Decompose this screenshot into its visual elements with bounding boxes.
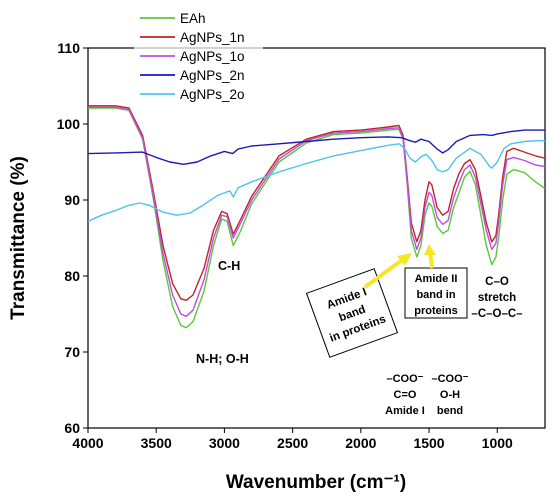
x-tick-label: 1000: [482, 435, 513, 451]
x-tick-label: 2500: [277, 435, 308, 451]
co-stretch-line-3: –C–O–C–: [471, 308, 523, 320]
legend-label: AgNPs_2n: [180, 68, 245, 83]
y-tick-label: 100: [57, 116, 81, 132]
co-stretch-line-2: stretch: [478, 292, 516, 304]
amide-ii-arrow-head: [424, 244, 436, 255]
x-tick-label: 1500: [413, 435, 444, 451]
annotations: N-H; O-H C-H Amide I band in proteins Am…: [196, 244, 523, 417]
coo-amide-i-line-3: Amide I: [385, 405, 425, 417]
y-tick-label: 60: [64, 420, 80, 436]
y-tick-label: 70: [64, 344, 80, 360]
coo-oh-bend-line-3: bend: [437, 405, 463, 417]
amide-ii-band-box: Amide II band in proteins: [404, 267, 468, 319]
series-line-agnps-1o: [88, 106, 545, 317]
coo-oh-bend-line-2: O-H: [440, 389, 460, 401]
amide-i-band-box: Amide I band in proteins: [305, 268, 399, 358]
series-line-agnps-2n: [88, 129, 545, 165]
nh-oh-label: N-H; O-H: [196, 352, 249, 366]
legend-label: EAh: [180, 11, 206, 26]
legend-label: AgNPs_2o: [180, 87, 245, 102]
series-line-agnps-2o: [88, 140, 545, 222]
x-axis-title: Wavenumber (cm⁻¹): [226, 472, 406, 493]
y-tick-label: 80: [64, 268, 80, 284]
y-tick-label: 90: [64, 192, 80, 208]
amide-ii-box-line-3: proteins: [414, 305, 457, 317]
x-tick-label: 3500: [141, 435, 172, 451]
coo-oh-bend-line-1: –COO⁻: [432, 373, 469, 385]
co-stretch-line-1: C–O: [485, 276, 509, 288]
x-tick-label: 4000: [72, 435, 103, 451]
series-layer: [88, 105, 545, 329]
coo-amide-i-line-1: –COO⁻: [387, 373, 424, 385]
tick-layer: 4000 3500 3000 2500 2000 1500 1000 60 70 80 90 100 1…: [57, 40, 513, 451]
ch-label: C-H: [218, 259, 240, 273]
y-tick-label: 110: [57, 40, 80, 56]
plot-frame: [87, 47, 546, 429]
amide-ii-arrow: [424, 244, 436, 269]
amide-ii-box-line-2: band in: [416, 289, 455, 301]
amide-ii-box-line-1: Amide II: [415, 273, 458, 285]
x-tick-label: 2000: [345, 435, 376, 451]
legend: EAh AgNPs_1n AgNPs_1o AgNPs_2n AgNPs_2o: [134, 4, 263, 104]
legend-label: AgNPs_1o: [180, 49, 245, 64]
amide-i-arrow: [363, 253, 412, 289]
x-tick-label: 3000: [209, 435, 240, 451]
coo-amide-i-line-2: C=O: [394, 389, 417, 401]
amide-i-arrow-shaft: [363, 256, 407, 289]
amide-i-box-border: [305, 268, 399, 358]
amide-i-arrow-head: [397, 253, 412, 266]
legend-label: AgNPs_1n: [180, 30, 245, 45]
y-axis-title: Transmittance (%): [8, 156, 29, 320]
legend-background: [134, 4, 263, 104]
amide-ii-box-border: [404, 267, 468, 319]
